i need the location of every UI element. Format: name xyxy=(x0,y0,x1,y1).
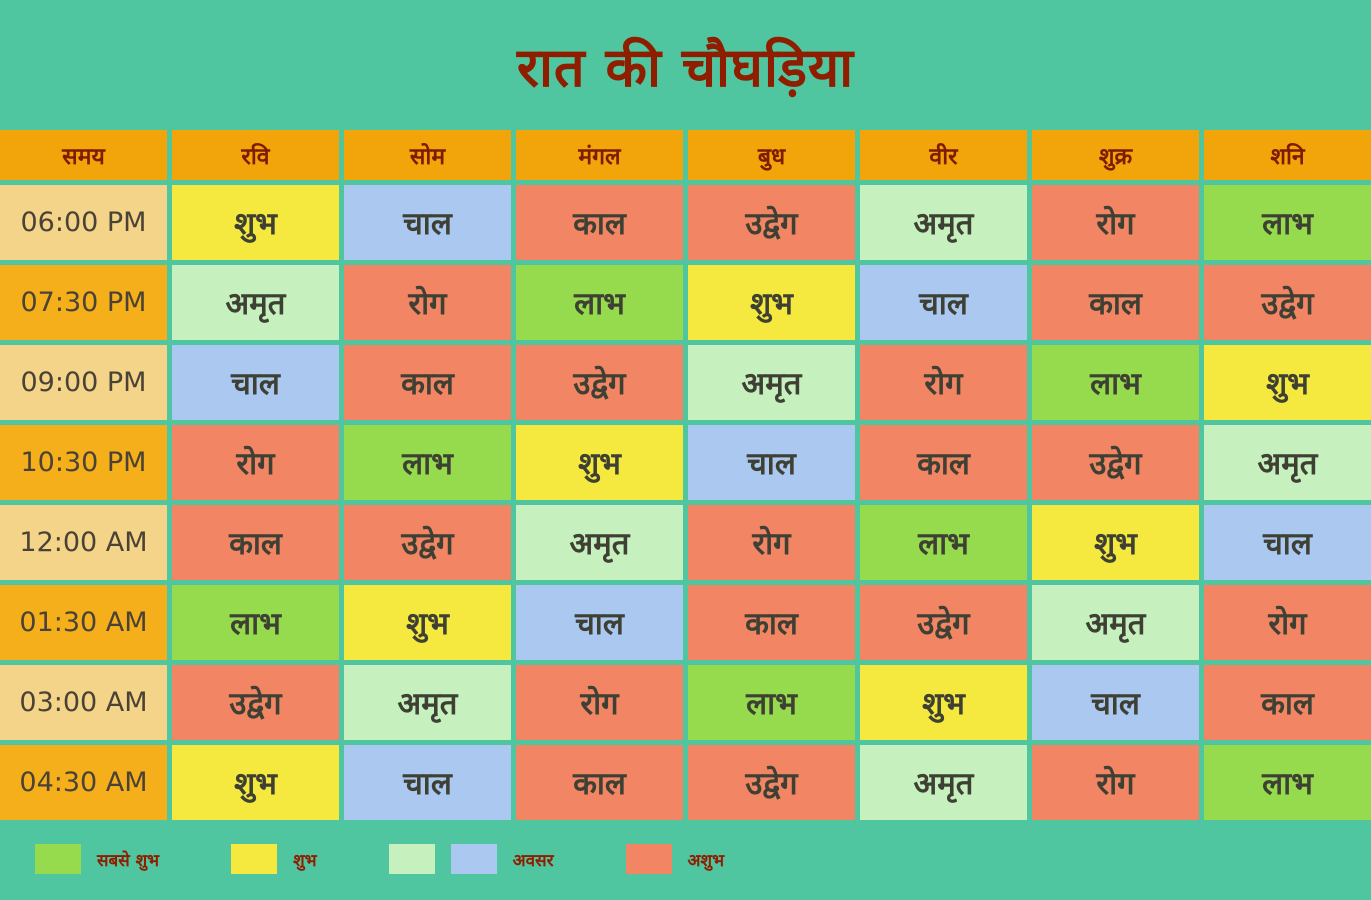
title-bar: रात की चौघड़िया xyxy=(0,0,1371,130)
choghadiya-cell: चाल xyxy=(344,745,511,820)
choghadiya-cell: काल xyxy=(516,745,683,820)
legend-item: अवसर xyxy=(388,844,554,874)
choghadiya-cell: चाल xyxy=(344,185,511,260)
choghadiya-cell: उद्वेग xyxy=(516,345,683,420)
legend-swatch xyxy=(450,844,497,874)
day-column-header: शुक्र xyxy=(1032,130,1199,180)
time-cell: 06:00 PM xyxy=(0,185,167,260)
legend-swatch xyxy=(388,844,435,874)
choghadiya-cell: उद्वेग xyxy=(860,585,1027,660)
time-column-header: समय xyxy=(0,130,167,180)
choghadiya-cell: उद्वेग xyxy=(688,745,855,820)
choghadiya-cell: शुभ xyxy=(344,585,511,660)
choghadiya-cell: रोग xyxy=(1032,745,1199,820)
choghadiya-cell: चाल xyxy=(1032,665,1199,740)
choghadiya-cell: काल xyxy=(516,185,683,260)
choghadiya-cell: शुभ xyxy=(1032,505,1199,580)
time-cell: 01:30 AM xyxy=(0,585,167,660)
page-title: रात की चौघड़िया xyxy=(516,36,855,99)
legend-item: अशुभ xyxy=(625,844,725,874)
legend: सबसे शुभ शुभ अवसर अशुभ xyxy=(35,844,1371,874)
choghadiya-cell: चाल xyxy=(516,585,683,660)
legend-swatch xyxy=(231,844,278,874)
day-column-header: रवि xyxy=(172,130,339,180)
choghadiya-cell: काल xyxy=(344,345,511,420)
choghadiya-cell: शुभ xyxy=(688,265,855,340)
day-column-header: मंगल xyxy=(516,130,683,180)
legend-item: शुभ xyxy=(231,844,317,874)
choghadiya-cell: लाभ xyxy=(172,585,339,660)
legend-label: सबसे शुभ xyxy=(97,850,160,871)
time-cell: 07:30 PM xyxy=(0,265,167,340)
choghadiya-cell: काल xyxy=(860,425,1027,500)
choghadiya-cell: लाभ xyxy=(344,425,511,500)
choghadiya-cell: अमृत xyxy=(344,665,511,740)
choghadiya-cell: चाल xyxy=(688,425,855,500)
time-cell: 09:00 PM xyxy=(0,345,167,420)
legend-label: अवसर xyxy=(512,850,554,871)
choghadiya-cell: रोग xyxy=(172,425,339,500)
choghadiya-cell: काल xyxy=(172,505,339,580)
choghadiya-cell: अमृत xyxy=(688,345,855,420)
time-cell: 04:30 AM xyxy=(0,745,167,820)
time-cell: 12:00 AM xyxy=(0,505,167,580)
choghadiya-cell: शुभ xyxy=(172,745,339,820)
time-cell: 03:00 AM xyxy=(0,665,167,740)
legend-label: शुभ xyxy=(293,850,317,871)
choghadiya-cell: लाभ xyxy=(1204,745,1371,820)
legend-item: सबसे शुभ xyxy=(35,844,159,874)
choghadiya-cell: लाभ xyxy=(688,665,855,740)
day-column-header: शनि xyxy=(1204,130,1371,180)
choghadiya-cell: उद्वेग xyxy=(172,665,339,740)
choghadiya-cell: उद्वेग xyxy=(344,505,511,580)
choghadiya-cell: अमृत xyxy=(172,265,339,340)
choghadiya-cell: चाल xyxy=(1204,505,1371,580)
choghadiya-cell: रोग xyxy=(688,505,855,580)
choghadiya-cell: लाभ xyxy=(516,265,683,340)
choghadiya-cell: उद्वेग xyxy=(688,185,855,260)
choghadiya-cell: लाभ xyxy=(1204,185,1371,260)
choghadiya-table: समय रवि सोम मंगल बुध वीर शुक्र शनि 06:00 PM शुभ चा… xyxy=(0,130,1371,820)
choghadiya-cell: शुभ xyxy=(860,665,1027,740)
choghadiya-cell: काल xyxy=(1032,265,1199,340)
choghadiya-cell: उद्वेग xyxy=(1204,265,1371,340)
day-column-header: सोम xyxy=(344,130,511,180)
choghadiya-cell: शुभ xyxy=(1204,345,1371,420)
legend-swatch xyxy=(35,844,81,874)
choghadiya-cell: लाभ xyxy=(1032,345,1199,420)
choghadiya-cell: रोग xyxy=(860,345,1027,420)
choghadiya-cell: रोग xyxy=(344,265,511,340)
choghadiya-cell: रोग xyxy=(1204,585,1371,660)
time-cell: 10:30 PM xyxy=(0,425,167,500)
choghadiya-cell: काल xyxy=(1204,665,1371,740)
choghadiya-cell: काल xyxy=(688,585,855,660)
choghadiya-cell: शुभ xyxy=(172,185,339,260)
choghadiya-cell: उद्वेग xyxy=(1032,425,1199,500)
choghadiya-cell: अमृत xyxy=(860,745,1027,820)
choghadiya-cell: अमृत xyxy=(1204,425,1371,500)
choghadiya-cell: लाभ xyxy=(860,505,1027,580)
legend-swatch xyxy=(625,844,672,874)
choghadiya-cell: शुभ xyxy=(516,425,683,500)
choghadiya-cell: रोग xyxy=(1032,185,1199,260)
choghadiya-cell: रोग xyxy=(516,665,683,740)
day-column-header: बुध xyxy=(688,130,855,180)
choghadiya-cell: चाल xyxy=(860,265,1027,340)
choghadiya-cell: अमृत xyxy=(516,505,683,580)
choghadiya-cell: चाल xyxy=(172,345,339,420)
choghadiya-cell: अमृत xyxy=(1032,585,1199,660)
choghadiya-cell: अमृत xyxy=(860,185,1027,260)
day-column-header: वीर xyxy=(860,130,1027,180)
legend-label: अशुभ xyxy=(687,850,725,871)
